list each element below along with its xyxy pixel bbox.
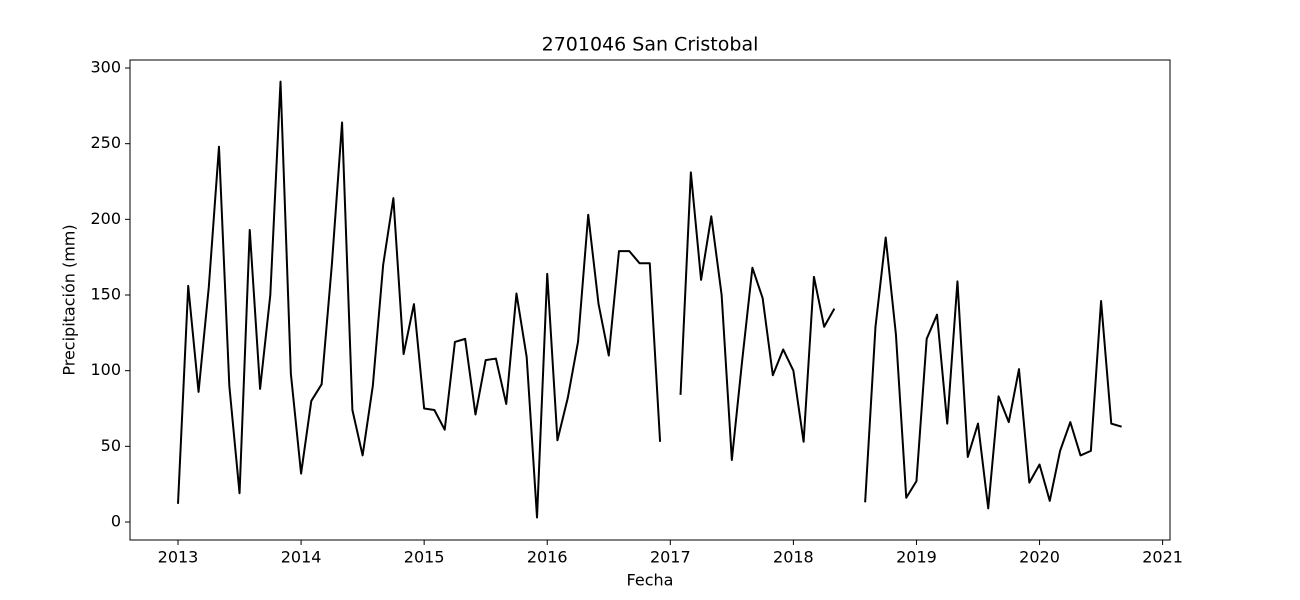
- y-tick-label: 50: [101, 436, 121, 455]
- x-tick-label: 2014: [281, 548, 322, 567]
- y-tick-label: 100: [90, 360, 121, 379]
- y-tick-label: 150: [90, 285, 121, 304]
- x-tick-label: 2021: [1142, 548, 1183, 567]
- x-axis-label: Fecha: [627, 571, 674, 590]
- y-tick-label: 250: [90, 133, 121, 152]
- x-tick-label: 2020: [1019, 548, 1060, 567]
- plot-frame: [129, 59, 1171, 541]
- y-tick-label: 200: [90, 209, 121, 228]
- chart-title: 2701046 San Cristobal: [542, 34, 759, 56]
- y-tick-label: 300: [90, 58, 121, 77]
- y-axis-label: Precipitación (mm): [60, 224, 79, 375]
- y-tick-label: 0: [111, 511, 121, 530]
- x-tick-label: 2013: [158, 548, 199, 567]
- x-tick-label: 2019: [896, 548, 937, 567]
- x-tick-label: 2017: [650, 548, 691, 567]
- x-tick-label: 2015: [404, 548, 445, 567]
- x-tick-label: 2016: [527, 548, 568, 567]
- data-line: [177, 80, 1122, 519]
- x-tick-label: 2018: [773, 548, 814, 567]
